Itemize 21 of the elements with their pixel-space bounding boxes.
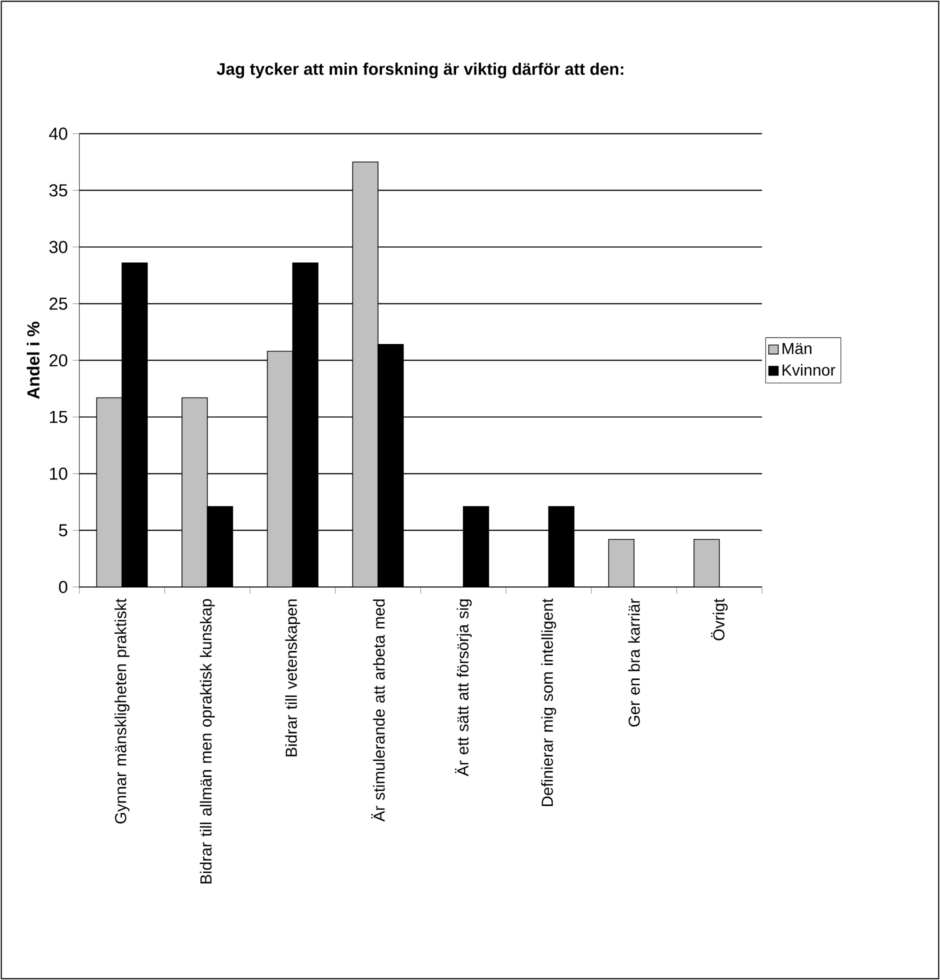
x-tick-label: Gynnar mänskligheten praktiskt <box>114 598 130 824</box>
x-tick-label: Är ett sätt att försörja sig <box>454 599 472 776</box>
x-tick-label: Bidrar till vetenskapen <box>285 599 300 756</box>
y-axis-title: Andel i % <box>26 322 40 399</box>
y-tick-label: 35 <box>49 184 68 196</box>
y-tick-label: 20 <box>50 354 68 366</box>
x-tick-label: Definierar mig som intelligent <box>541 598 556 806</box>
y-tick-label: 10 <box>50 468 68 480</box>
y-tick-label: 15 <box>50 410 68 424</box>
x-tick-label: Är stimulerande att arbeta med <box>371 599 385 822</box>
legend-label: Män <box>782 343 812 354</box>
x-tick-label: Övrigt <box>710 598 728 640</box>
x-tick-label: Bidrar till allmän men opraktisk kunskap <box>200 599 215 884</box>
x-tick-label: Ger en bra karriär <box>628 598 640 727</box>
y-tick-label: 30 <box>49 240 68 254</box>
y-tick-label: 40 <box>49 128 68 140</box>
y-tick-label: 25 <box>50 298 68 310</box>
chart-title: Jag tycker att min forskning är viktig därför att den: <box>216 62 624 78</box>
y-tick-label: 5 <box>59 524 68 536</box>
y-tick-label: 0 <box>58 580 68 594</box>
legend-label: Kvinnor <box>782 364 836 376</box>
